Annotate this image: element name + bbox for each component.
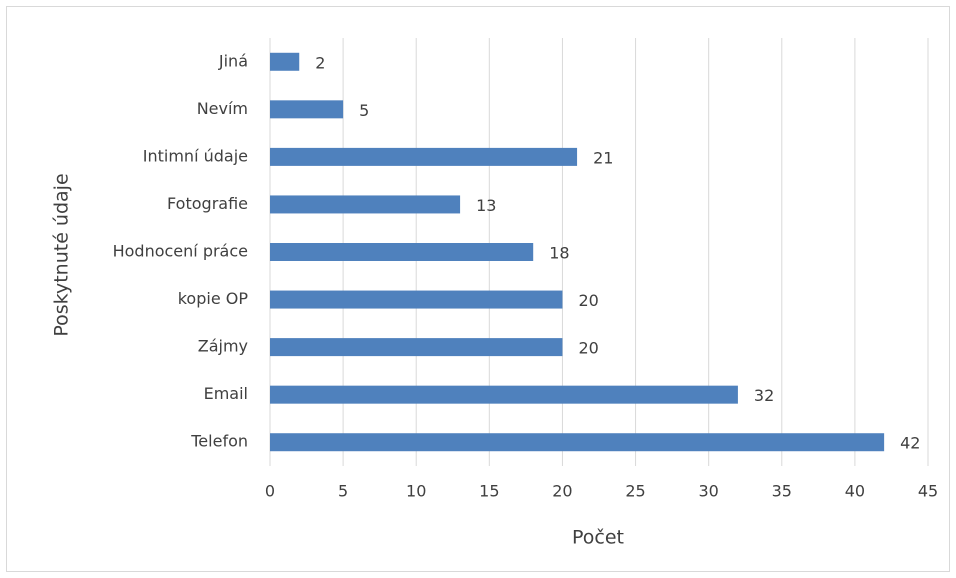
x-tick-label: 5	[338, 482, 348, 501]
data-label: 42	[900, 434, 920, 453]
data-label: 13	[476, 196, 496, 215]
data-label: 32	[754, 386, 774, 405]
bar	[270, 385, 738, 404]
x-tick-label: 25	[625, 482, 645, 501]
bar	[270, 147, 578, 166]
y-tick-label: Email	[204, 384, 248, 403]
data-label: 2	[315, 53, 325, 72]
data-label: 5	[359, 101, 369, 120]
y-tick-label: Fotografie	[167, 194, 248, 213]
x-tick-label: 0	[265, 482, 275, 501]
x-tick-label: 10	[406, 482, 426, 501]
data-label: 21	[593, 148, 613, 167]
y-tick-label: Telefon	[190, 432, 248, 451]
y-tick-label: kopie OP	[178, 289, 249, 308]
bar	[270, 338, 563, 357]
bar	[270, 52, 300, 71]
data-label: 20	[578, 291, 598, 310]
bar	[270, 433, 885, 452]
bar	[270, 243, 534, 261]
chart-border	[6, 6, 950, 572]
x-tick-label: 15	[479, 482, 499, 501]
data-label: 20	[578, 339, 598, 358]
bar	[270, 290, 563, 309]
y-tick-label: Intimní údaje	[143, 146, 248, 165]
data-label: 18	[549, 244, 569, 263]
bar	[270, 100, 344, 119]
y-tick-label: Zájmy	[198, 337, 248, 356]
y-tick-label: Hodnocení práce	[113, 242, 248, 261]
x-tick-label: 45	[918, 482, 938, 501]
y-axis-label: Poskytnuté údaje	[51, 173, 73, 336]
x-tick-label: 40	[845, 482, 865, 501]
y-tick-label: Jiná	[218, 51, 248, 70]
x-axis-label: Počet	[572, 527, 624, 549]
x-tick-label: 30	[698, 482, 718, 501]
x-tick-label: 35	[772, 482, 792, 501]
x-tick-label: 20	[552, 482, 572, 501]
y-tick-label: Nevím	[197, 99, 248, 118]
bar	[270, 195, 461, 214]
